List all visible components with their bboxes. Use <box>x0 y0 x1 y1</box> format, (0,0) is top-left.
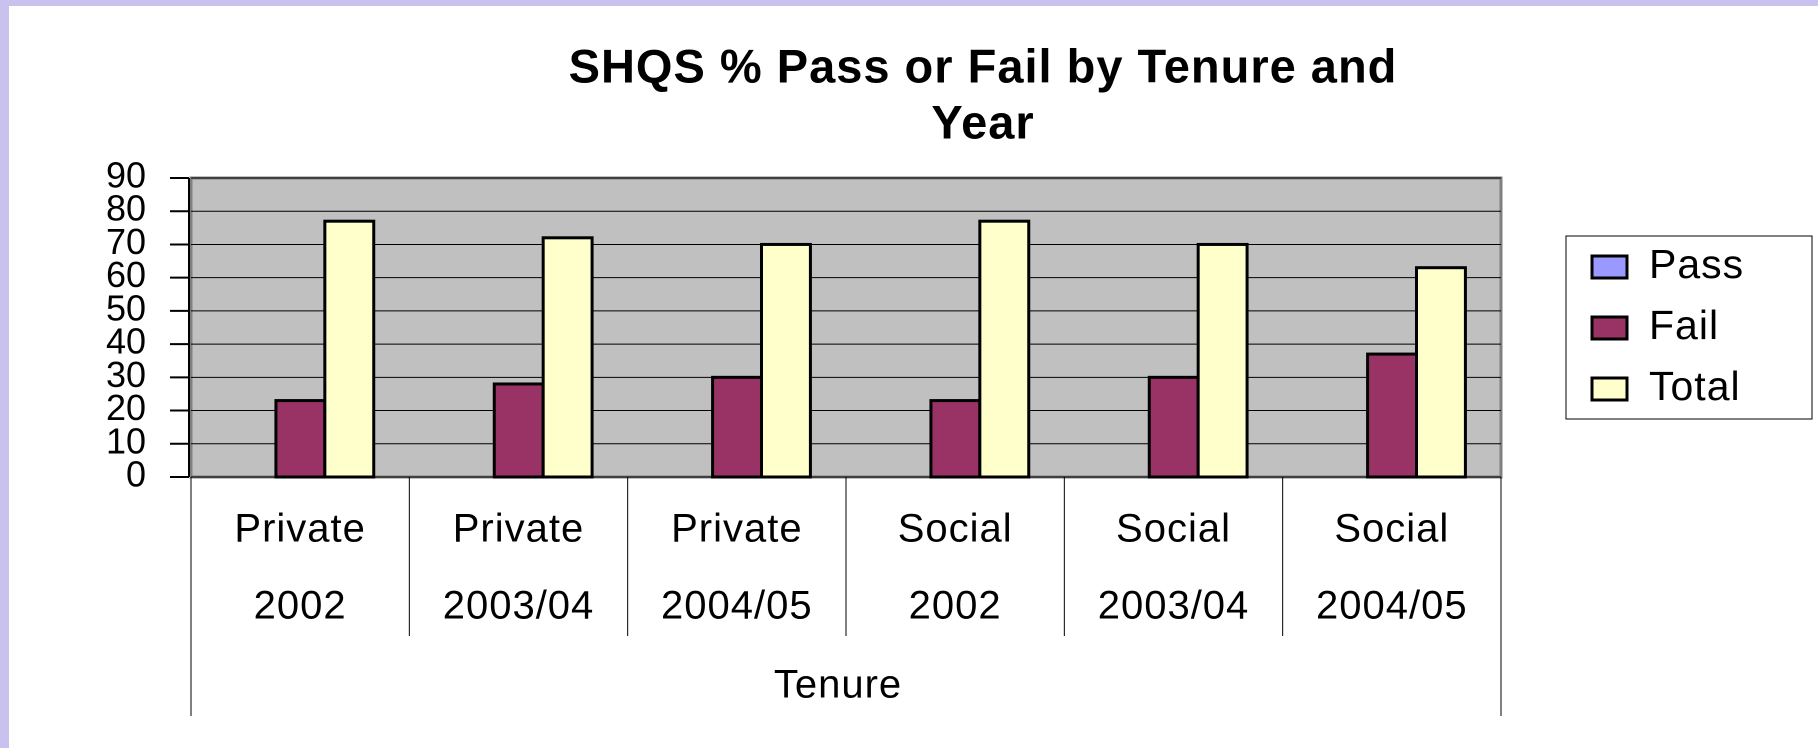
x-tick-label: 2002 <box>909 584 1002 628</box>
x-axis-title: Tenure <box>774 663 902 707</box>
bar <box>541 236 594 479</box>
x-tick-label: Private <box>234 507 366 551</box>
bar <box>492 382 545 479</box>
bar <box>1147 375 1200 479</box>
legend-swatch <box>1590 315 1629 341</box>
x-tick-label: Social <box>1334 507 1449 551</box>
x-tick-label: Private <box>453 507 585 551</box>
y-tick-label: 20 <box>106 387 146 428</box>
chart-title: SHQS % Pass or Fail by Tenure and <box>569 39 1398 92</box>
bar <box>1415 266 1467 479</box>
y-tick-label: 60 <box>106 254 146 295</box>
y-tick-label: 0 <box>126 454 146 495</box>
bar <box>1366 352 1419 479</box>
y-tick-label: 70 <box>106 221 146 262</box>
chart-title: Year <box>931 95 1034 148</box>
y-tick-label: 10 <box>106 420 146 461</box>
bar <box>711 375 764 479</box>
x-tick-label: 2003/04 <box>1098 584 1250 628</box>
y-tick-label: 40 <box>106 321 146 362</box>
legend-label: Fail <box>1649 302 1719 348</box>
x-tick-label: 2004/05 <box>661 584 813 628</box>
x-tick-label: Social <box>1116 507 1231 551</box>
x-tick-label: 2003/04 <box>443 584 595 628</box>
x-tick-label: Social <box>898 507 1013 551</box>
plot-area <box>189 176 1503 479</box>
bar <box>274 399 327 479</box>
legend-label: Total <box>1649 363 1741 409</box>
y-tick-label: 50 <box>106 287 146 328</box>
bar <box>929 399 982 479</box>
bar <box>760 242 812 479</box>
legend-swatch <box>1590 376 1629 402</box>
x-tick-label: Private <box>671 507 803 551</box>
x-tick-label: 2004/05 <box>1316 584 1468 628</box>
y-tick-label: 30 <box>106 354 146 395</box>
bar <box>978 219 1031 479</box>
bar <box>1196 242 1249 479</box>
bar <box>323 219 376 479</box>
legend-label: Pass <box>1649 241 1744 287</box>
legend-swatch <box>1590 254 1629 280</box>
y-tick-label: 80 <box>106 188 146 229</box>
y-tick-label: 90 <box>106 155 146 196</box>
x-tick-label: 2002 <box>254 584 347 628</box>
